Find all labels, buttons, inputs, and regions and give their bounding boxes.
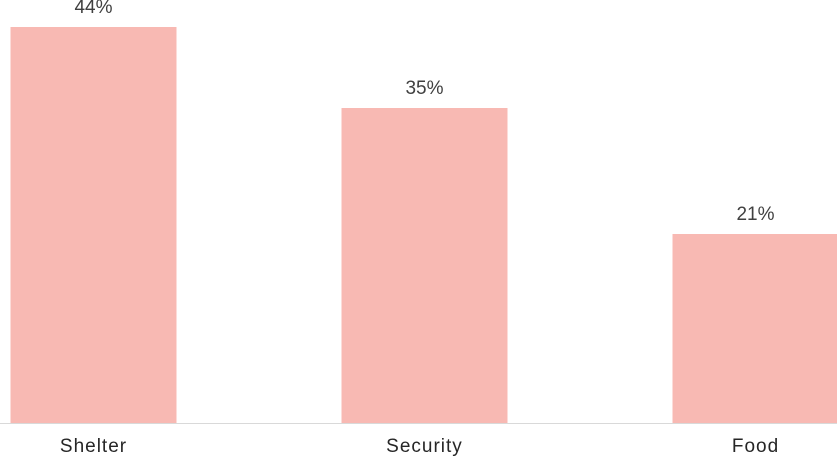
bar-security xyxy=(341,108,508,423)
data-label-shelter: 44% xyxy=(74,0,112,18)
category-label-security: Security xyxy=(386,436,463,457)
bar-food xyxy=(672,234,837,423)
data-labels-group: 44% 35% 21% xyxy=(74,0,774,225)
bars-group xyxy=(10,27,837,423)
category-label-food: Food xyxy=(732,436,779,457)
data-label-food: 21% xyxy=(736,204,774,225)
data-label-security: 35% xyxy=(405,78,443,99)
category-label-shelter: Shelter xyxy=(60,436,127,457)
bar-shelter xyxy=(10,27,177,423)
category-labels-group: Shelter Security Food xyxy=(60,436,779,457)
